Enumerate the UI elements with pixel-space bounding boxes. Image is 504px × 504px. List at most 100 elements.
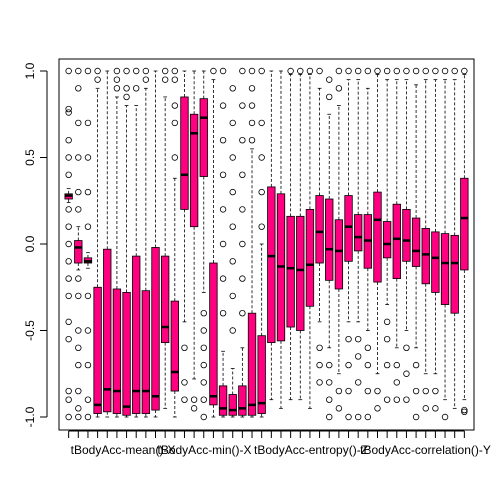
outlier-point: [84, 119, 92, 127]
box-iqr: [257, 335, 266, 414]
outlier-point: [142, 67, 150, 75]
outlier-point: [75, 344, 82, 351]
outlier-point: [364, 387, 372, 395]
box: [382, 67, 392, 403]
y-tick-label: -0.5: [23, 320, 37, 341]
outlier-point: [84, 67, 92, 75]
y-axis: -1.0 -0.5 0.0 0.5 1.0: [23, 62, 48, 427]
box: [334, 67, 344, 412]
outlier-point: [65, 223, 72, 230]
box: [64, 67, 73, 421]
outlier-point: [248, 102, 256, 109]
outlier-point: [200, 327, 207, 334]
outlier-point: [75, 206, 82, 213]
outlier-point: [84, 327, 92, 334]
box: [132, 67, 141, 418]
outlier-point: [364, 344, 372, 351]
outlier-point: [316, 379, 323, 386]
outlier-point: [65, 396, 72, 403]
outlier-point: [181, 379, 188, 386]
outlier-point: [316, 361, 323, 369]
outlier-point: [239, 275, 246, 282]
box: [315, 67, 324, 386]
outlier-point: [65, 258, 72, 265]
box-iqr: [209, 262, 218, 406]
outlier-point: [65, 335, 72, 343]
outlier-point: [65, 318, 72, 326]
outlier-point: [461, 408, 468, 416]
outlier-point: [316, 344, 323, 351]
outlier-point: [345, 361, 352, 369]
outlier-point: [383, 318, 391, 326]
outlier-point: [113, 85, 121, 92]
outlier-point: [219, 310, 227, 317]
outlier-point: [239, 171, 246, 178]
box: [170, 67, 179, 418]
box: [354, 67, 363, 421]
outlier-point: [65, 67, 72, 75]
box: [180, 70, 189, 403]
outlier-point: [374, 405, 381, 412]
box: [276, 70, 286, 409]
outlier-point: [200, 379, 207, 386]
outlier-point: [258, 154, 265, 161]
outlier-point: [258, 67, 265, 75]
box-iqr: [373, 191, 382, 283]
outlier-point: [94, 67, 101, 75]
outlier-point: [123, 67, 130, 75]
box: [450, 67, 459, 409]
outlier-point: [133, 67, 140, 75]
outlier-point: [219, 136, 227, 144]
box-iqr: [228, 394, 237, 416]
outlier-point: [335, 405, 343, 412]
outlier-point: [65, 136, 72, 144]
outlier-point: [441, 67, 449, 75]
plot-frame: [58, 58, 475, 431]
outlier-point: [65, 206, 72, 213]
outlier-point: [229, 85, 236, 92]
box: [83, 67, 93, 421]
outlier-point: [65, 387, 72, 395]
outlier-point: [229, 154, 236, 161]
outlier-point: [239, 206, 246, 213]
outlier-point: [200, 361, 207, 369]
outlier-point: [239, 240, 246, 248]
outlier-point: [229, 292, 236, 300]
outlier-point: [326, 379, 333, 386]
outlier-point: [171, 102, 179, 109]
outlier-point: [422, 405, 429, 412]
box: [267, 70, 276, 401]
outlier-point: [113, 67, 121, 75]
outlier-point: [345, 387, 352, 395]
box: [93, 67, 102, 418]
box-iqr: [354, 214, 363, 252]
outlier-point: [335, 85, 343, 92]
box-iqr: [460, 177, 469, 271]
box: [238, 67, 247, 418]
box-iqr: [431, 231, 440, 293]
box-iqr: [392, 203, 401, 280]
outlier-point: [393, 361, 400, 369]
box: [141, 67, 151, 418]
box: [74, 67, 83, 421]
outlier-point: [403, 67, 410, 75]
outlier-point: [383, 67, 391, 75]
box: [286, 67, 295, 401]
box-iqr: [421, 228, 430, 285]
outlier-point: [248, 67, 256, 75]
outlier-point: [441, 413, 449, 421]
outlier-point: [190, 396, 198, 403]
outlier-point: [239, 67, 246, 75]
outlier-point: [403, 396, 410, 403]
outlier-point: [451, 67, 458, 75]
outlier-point: [75, 85, 82, 92]
box: [218, 67, 228, 418]
outlier-point: [142, 76, 150, 83]
outlier-point: [84, 413, 92, 421]
outlier-point: [75, 292, 82, 300]
outlier-point: [258, 223, 265, 230]
outlier-point: [200, 413, 207, 421]
outlier-point: [229, 188, 236, 196]
box-iqr: [286, 215, 295, 328]
